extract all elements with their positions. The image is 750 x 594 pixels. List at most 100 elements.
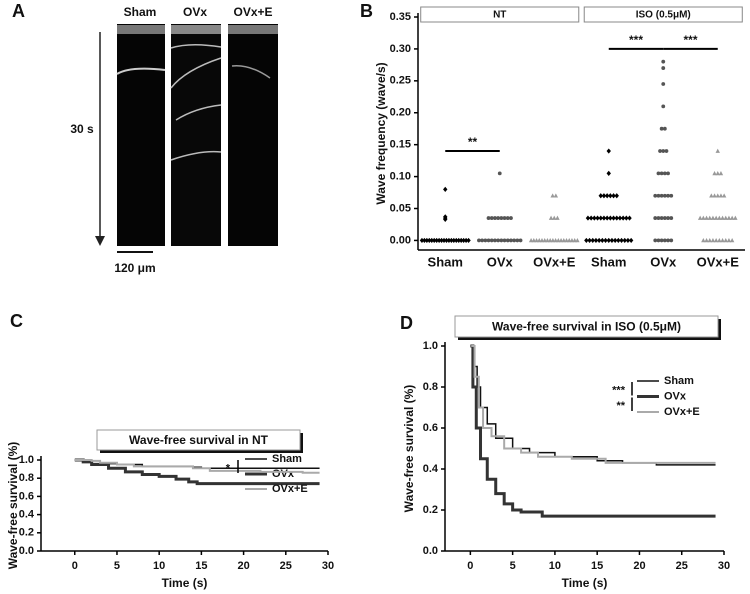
dot — [496, 238, 501, 243]
y-tick-label: 0.05 — [390, 202, 411, 214]
x-axis-label: Time (s) — [162, 576, 208, 590]
group-header-box — [420, 6, 580, 23]
y-tick-label: 0.00 — [390, 234, 411, 246]
title-box — [454, 315, 719, 338]
dot — [606, 170, 611, 176]
dot — [603, 237, 608, 244]
scan-label: OVx+E — [233, 5, 272, 19]
dot — [622, 237, 627, 244]
dot — [710, 238, 716, 243]
dot — [436, 237, 442, 244]
dot — [666, 216, 670, 220]
dot — [480, 238, 485, 243]
scan-band — [228, 25, 278, 34]
dot — [721, 193, 727, 198]
dot — [548, 215, 554, 220]
dot — [489, 238, 494, 243]
dot — [697, 215, 703, 220]
dot — [419, 237, 425, 244]
dot — [729, 215, 735, 220]
dot — [424, 237, 430, 244]
survival-line — [74, 459, 320, 474]
dot — [585, 215, 591, 221]
dot — [625, 237, 631, 244]
legend-label: OVx+E — [272, 483, 308, 495]
dot — [666, 193, 670, 198]
dot — [443, 186, 448, 192]
dot — [606, 237, 611, 244]
survival-line — [470, 344, 716, 518]
y-tick-label: 0.8 — [19, 472, 34, 484]
dot — [707, 215, 712, 220]
x-tick-label: OVx+E — [697, 254, 740, 269]
dot — [584, 237, 589, 244]
dot — [720, 238, 725, 243]
x-tick-label: 20 — [237, 560, 249, 572]
group-header-box — [583, 6, 743, 23]
dot — [496, 216, 501, 220]
panel-label: B — [360, 1, 373, 21]
dot — [590, 237, 595, 244]
dot — [601, 193, 607, 199]
dot — [707, 238, 712, 243]
y-tick-label: 0.2 — [423, 504, 438, 516]
y-tick-label: 0.0 — [423, 545, 438, 557]
x-tick-label: Sham — [591, 254, 626, 269]
dot — [499, 216, 504, 220]
legend-label: OVx+E — [664, 406, 700, 418]
dot — [701, 238, 706, 243]
dot — [512, 238, 517, 243]
x-tick-label: 15 — [195, 560, 207, 572]
significance-label: *** — [683, 33, 697, 47]
survival-line — [471, 345, 716, 464]
dot — [662, 238, 667, 243]
dot — [712, 170, 717, 176]
dot — [733, 215, 738, 220]
dot — [709, 193, 714, 198]
x-tick-label: 25 — [676, 560, 688, 572]
dot — [454, 237, 459, 244]
dot — [628, 237, 634, 244]
dot — [466, 237, 471, 244]
dot — [661, 82, 666, 86]
panel-label: C — [10, 311, 23, 331]
dot — [656, 238, 661, 243]
dot — [596, 237, 602, 244]
significance-label: *** — [629, 33, 643, 47]
y-tick-label: 0.25 — [390, 75, 411, 87]
dot — [439, 237, 444, 244]
dot — [713, 215, 719, 220]
arrow-head — [95, 236, 105, 246]
dot — [624, 215, 629, 221]
significance-label: ** — [468, 135, 478, 149]
y-tick-label: 0.6 — [19, 490, 34, 502]
dot — [653, 193, 658, 198]
dot — [592, 215, 597, 221]
dot — [718, 193, 724, 198]
dot — [656, 216, 661, 220]
panel-label: A — [12, 1, 25, 21]
dot — [723, 215, 728, 220]
dot — [555, 215, 560, 220]
y-tick-label: 0.4 — [423, 463, 439, 475]
scan-band — [117, 25, 165, 34]
dot — [611, 193, 616, 199]
x-tick-label: OVx — [650, 254, 677, 269]
dot — [515, 238, 520, 243]
dot — [604, 215, 610, 221]
dot — [616, 237, 621, 244]
wave-line — [231, 65, 271, 79]
group-header: NT — [493, 10, 506, 21]
dot — [666, 171, 670, 176]
dot — [598, 193, 603, 199]
dot — [422, 237, 427, 244]
dot — [718, 170, 724, 176]
significance-label: ** — [616, 400, 625, 412]
dot — [653, 238, 658, 243]
x-tick-label: 15 — [591, 560, 603, 572]
scan-label: OVx — [183, 5, 207, 19]
x-tick-label: 0 — [467, 560, 473, 572]
dot — [710, 215, 716, 220]
y-tick-label: 0.30 — [390, 43, 411, 55]
